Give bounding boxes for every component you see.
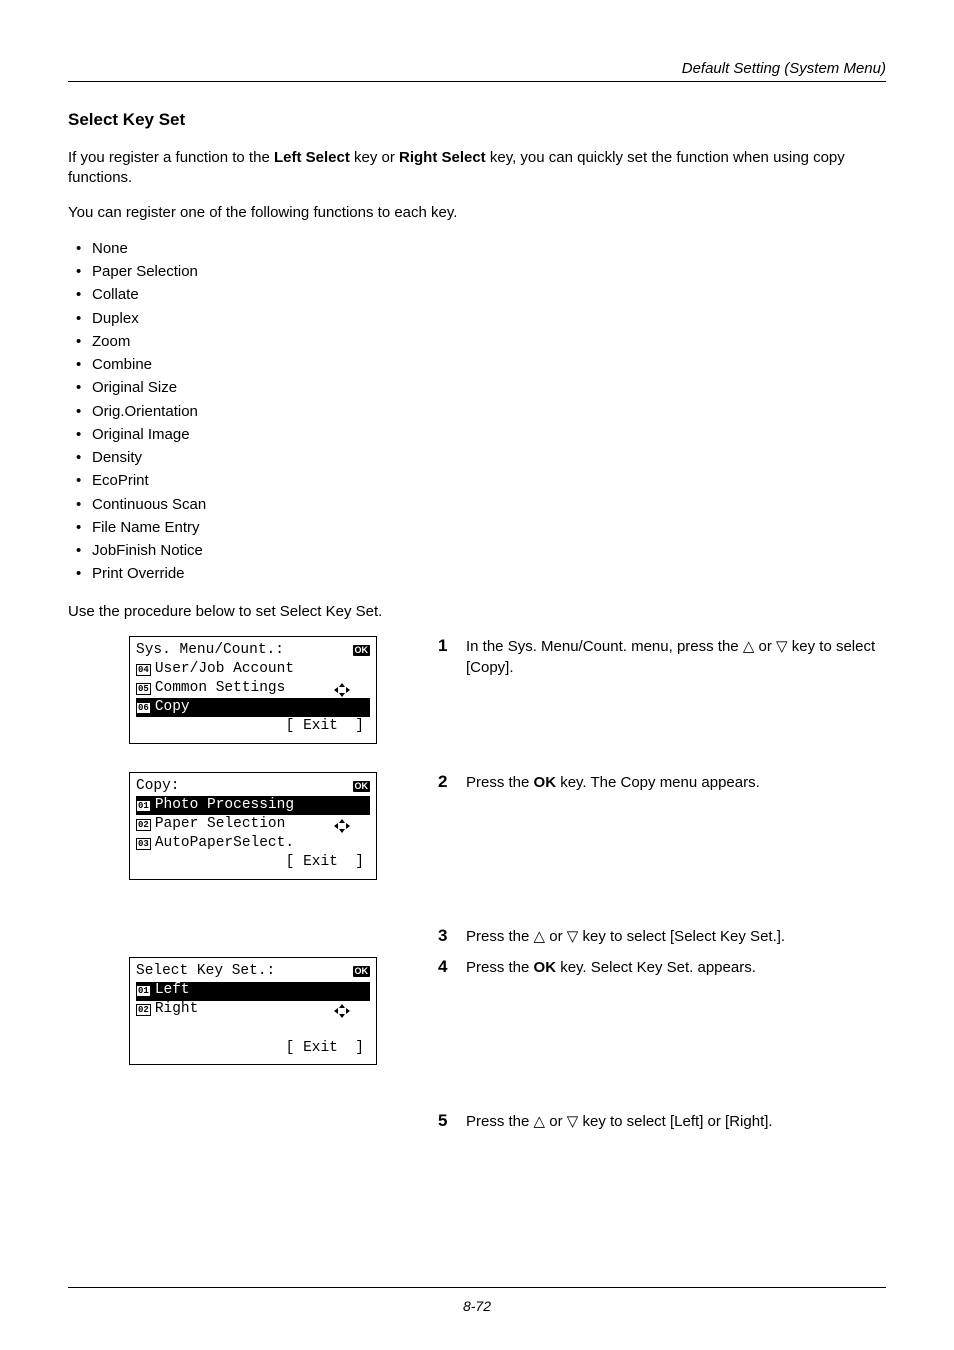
- row-num: 02: [136, 819, 151, 831]
- text: or: [545, 928, 567, 945]
- dpad-icon: [334, 965, 350, 979]
- step-4-text: Press the OK key. Select Key Set. appear…: [466, 957, 886, 978]
- text: key. Select Key Set. appears.: [556, 959, 756, 976]
- lcd-row-text: Common Settings: [155, 679, 286, 699]
- lcd-panel-select-key-set: Select Key Set.: OK 01Left 02Right [ Exi…: [129, 957, 377, 1065]
- up-key-icon: △: [743, 638, 755, 655]
- list-item: File Name Entry: [72, 516, 886, 539]
- list-item: Continuous Scan: [72, 493, 886, 516]
- lcd-title: Sys. Menu/Count.:: [136, 641, 284, 661]
- list-item: JobFinish Notice: [72, 539, 886, 562]
- dpad-icon: [334, 780, 350, 794]
- text: key or: [350, 149, 399, 166]
- intro-paragraph-1: If you register a function to the Left S…: [68, 148, 886, 189]
- step-number: 3: [438, 926, 466, 946]
- text: Press the: [466, 959, 534, 976]
- lcd-row-text: Copy: [155, 698, 190, 718]
- lcd-row-text: User/Job Account: [155, 660, 294, 680]
- text: or: [754, 638, 776, 655]
- text: Press the: [466, 1113, 534, 1130]
- step-3-text: Press the △ or ▽ key to select [Select K…: [466, 926, 886, 947]
- step-number: 5: [438, 1111, 466, 1131]
- ok-key-label: OK: [534, 959, 557, 976]
- section-title: Select Key Set: [68, 110, 886, 130]
- text: Press the: [466, 774, 534, 791]
- list-item: Density: [72, 446, 886, 469]
- page-number: 8-72: [463, 1298, 491, 1314]
- list-item: Combine: [72, 353, 886, 376]
- right-select-label: Right Select: [399, 149, 486, 166]
- step-5-text: Press the △ or ▽ key to select [Left] or…: [466, 1111, 886, 1132]
- text: key to select [Select Key Set.].: [578, 928, 785, 945]
- list-item: Paper Selection: [72, 260, 886, 283]
- text: Press the: [466, 928, 534, 945]
- lcd-title: Select Key Set.:: [136, 962, 275, 982]
- lcd-panel-copy: Copy: OK 01 Photo Processing 02 Paper Sele…: [129, 772, 377, 880]
- header-rule: [68, 81, 886, 82]
- lcd-row-text: Right: [155, 1000, 199, 1020]
- step-1-text: In the Sys. Menu/Count. menu, press the …: [466, 636, 886, 678]
- list-item: Original Size: [72, 376, 886, 399]
- row-num: 03: [136, 838, 151, 850]
- footer-rule: [68, 1287, 886, 1288]
- row-num: 06: [136, 702, 151, 714]
- lcd-row-text: Photo Processing: [155, 796, 294, 816]
- lcd-title: Copy:: [136, 777, 180, 797]
- left-select-label: Left Select: [274, 149, 350, 166]
- intro-paragraph-2: You can register one of the following fu…: [68, 203, 886, 223]
- text: If you register a function to the: [68, 149, 274, 166]
- up-key-icon: △: [534, 928, 546, 945]
- list-item: Zoom: [72, 330, 886, 353]
- row-num: 05: [136, 683, 151, 695]
- list-item: Duplex: [72, 307, 886, 330]
- nav-icons: OK: [334, 780, 371, 794]
- list-item: None: [72, 237, 886, 260]
- list-item: Orig.Orientation: [72, 400, 886, 423]
- ok-icon: OK: [353, 781, 371, 792]
- procedure-intro: Use the procedure below to set Select Ke…: [68, 602, 886, 622]
- row-num: 04: [136, 664, 151, 676]
- row-num: 01: [136, 985, 151, 997]
- list-item: Original Image: [72, 423, 886, 446]
- row-num: 02: [136, 1004, 151, 1016]
- step-2-text: Press the OK key. The Copy menu appears.: [466, 772, 886, 793]
- down-key-icon: ▽: [776, 638, 788, 655]
- breadcrumb: Default Setting (System Menu): [68, 60, 886, 77]
- lcd-row-text: Paper Selection: [155, 815, 286, 835]
- text: key to select [Left] or [Right].: [578, 1113, 772, 1130]
- step-number: 1: [438, 636, 466, 656]
- down-key-icon: ▽: [567, 1113, 579, 1130]
- text: or: [545, 1113, 567, 1130]
- dpad-icon: [334, 644, 350, 658]
- nav-icons: OK: [334, 965, 371, 979]
- down-key-icon: ▽: [567, 928, 579, 945]
- lcd-row-text: Left: [155, 981, 190, 1001]
- lcd-panel-sys-menu: Sys. Menu/Count.: OK 04User/Job Account …: [129, 636, 377, 744]
- list-item: EcoPrint: [72, 469, 886, 492]
- function-list: None Paper Selection Collate Duplex Zoom…: [72, 237, 886, 586]
- list-item: Print Override: [72, 562, 886, 585]
- row-num: 01: [136, 800, 151, 812]
- nav-icons: OK: [334, 644, 371, 658]
- text: In the Sys. Menu/Count. menu, press the: [466, 638, 743, 655]
- ok-icon: OK: [353, 645, 371, 656]
- step-number: 2: [438, 772, 466, 792]
- ok-icon: OK: [353, 966, 371, 977]
- up-key-icon: △: [534, 1113, 546, 1130]
- list-item: Collate: [72, 283, 886, 306]
- text: key. The Copy menu appears.: [556, 774, 760, 791]
- ok-key-label: OK: [534, 774, 557, 791]
- lcd-row-text: AutoPaperSelect.: [155, 834, 294, 854]
- step-number: 4: [438, 957, 466, 977]
